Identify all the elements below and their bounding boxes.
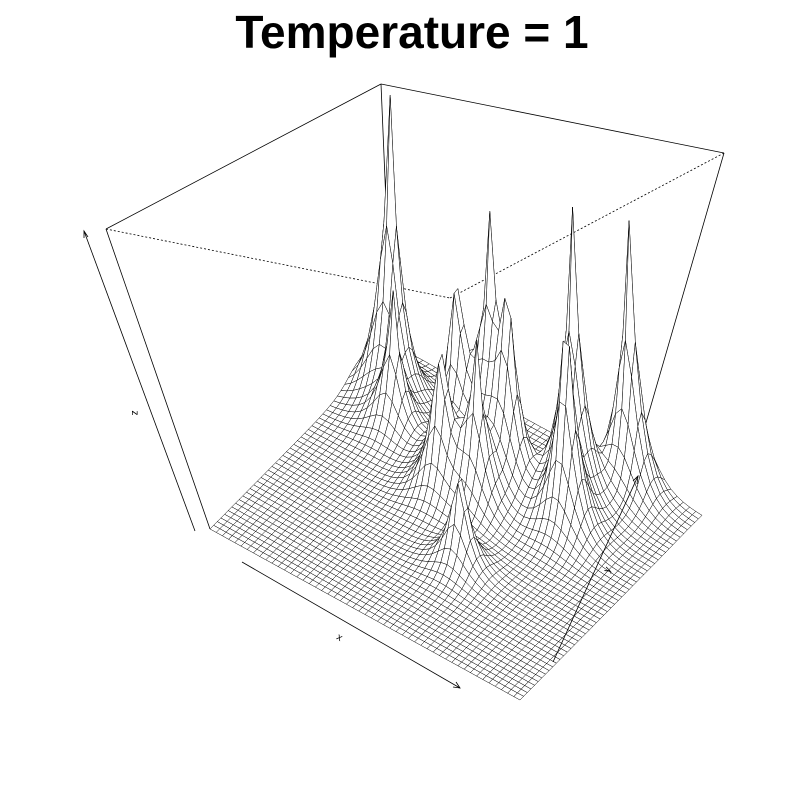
chart-title: Temperature = 1	[235, 6, 588, 58]
z-axis-arrowhead	[83, 229, 89, 238]
y-axis-label: y	[602, 565, 614, 574]
box-edge-top-left	[105, 83, 382, 230]
box-edge-top-back	[380, 83, 725, 154]
z-axis-arrow	[83, 230, 196, 532]
surface-mesh	[209, 94, 703, 701]
box-edge-left-vertical	[105, 228, 211, 530]
y-axis-arrowhead	[632, 474, 639, 485]
axis-arrows	[83, 229, 639, 689]
box-edge-right-vertical	[642, 152, 725, 434]
x-axis-arrow	[241, 561, 461, 689]
surface-facet	[485, 211, 497, 322]
y-axis-arrow	[552, 475, 639, 663]
x-axis-label: x	[334, 632, 344, 644]
surface-facet	[513, 692, 524, 701]
x-axis-arrowhead	[452, 681, 461, 689]
z-axis-label: z	[129, 411, 140, 416]
